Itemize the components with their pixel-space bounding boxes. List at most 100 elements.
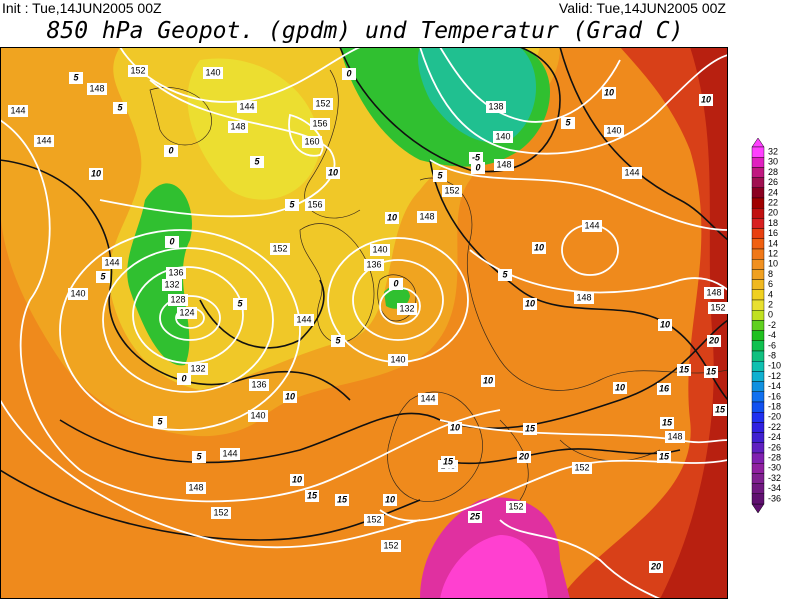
temperature-label: 10 bbox=[385, 494, 395, 504]
temperature-label-box bbox=[441, 456, 455, 468]
geopotential-label-box bbox=[493, 131, 513, 143]
temperature-label: 10 bbox=[660, 319, 670, 329]
colorbar-swatch bbox=[751, 483, 765, 495]
geopotential-label: 148 bbox=[496, 159, 511, 169]
geopotential-label-box bbox=[370, 244, 390, 256]
geopotential-label: 138 bbox=[488, 101, 503, 111]
geopotential-label-box bbox=[188, 363, 208, 375]
temperature-label-box bbox=[165, 236, 179, 248]
colorbar-swatch bbox=[751, 187, 765, 199]
colorbar-swatch bbox=[751, 401, 765, 413]
temperature-label: 10 bbox=[525, 298, 535, 308]
geopotential-label-box bbox=[203, 67, 223, 79]
colorbar-swatch bbox=[751, 228, 765, 240]
temperature-label: 10 bbox=[483, 375, 493, 385]
geopotential-label: 136 bbox=[168, 267, 183, 277]
geopotential-label: 132 bbox=[190, 363, 205, 373]
colorbar-label: 30 bbox=[768, 157, 778, 167]
geopotential-label-box bbox=[128, 65, 148, 77]
temperature-label-box bbox=[233, 298, 247, 310]
geopotential-label-box bbox=[248, 410, 268, 422]
temperature-label: 5 bbox=[73, 72, 79, 82]
geopotential-label: 136 bbox=[366, 259, 381, 269]
temperature-label: 5 bbox=[237, 298, 243, 308]
colorbar-label: 20 bbox=[768, 208, 778, 218]
colorbar-swatch bbox=[751, 422, 765, 433]
geopotential-label: 144 bbox=[624, 167, 639, 177]
geopotential-label: 144 bbox=[420, 393, 435, 403]
geopotential-label: 132 bbox=[164, 279, 179, 289]
colorbar-label: -30 bbox=[768, 463, 781, 473]
geopotential-label: 144 bbox=[222, 448, 237, 458]
temperature-label-box bbox=[517, 451, 531, 463]
temperature-label-box bbox=[699, 94, 713, 106]
temperature-label-box bbox=[481, 375, 495, 387]
geopotential-label: 140 bbox=[205, 67, 220, 77]
colorbar-swatch bbox=[751, 177, 765, 189]
colorbar-label: -32 bbox=[768, 473, 781, 483]
geopotential-label-box bbox=[381, 540, 401, 552]
colorbar-swatch bbox=[751, 310, 765, 321]
colorbar-label: 22 bbox=[768, 197, 778, 207]
temperature-label: 15 bbox=[715, 404, 726, 414]
colorbar-swatch bbox=[751, 361, 765, 372]
temperature-label-box bbox=[331, 335, 345, 347]
geopotential-label: 152 bbox=[574, 462, 589, 472]
colorbar-swatch bbox=[751, 340, 765, 352]
temperature-label-box bbox=[342, 68, 356, 80]
geopotential-label-box bbox=[237, 101, 257, 113]
temperature-field bbox=[418, 47, 537, 143]
temperature-label: 5 bbox=[289, 199, 295, 209]
temperature-label: 10 bbox=[387, 212, 397, 222]
geopotential-label: 140 bbox=[606, 125, 621, 135]
temperature-label: 5 bbox=[117, 102, 123, 112]
temperature-label: 5 bbox=[437, 170, 443, 180]
geopotential-label: 156 bbox=[312, 118, 327, 128]
geopotential-label-box bbox=[418, 393, 438, 405]
colorbar-label: 18 bbox=[768, 218, 778, 228]
colorbar-label: -18 bbox=[768, 401, 781, 411]
geopotential-label-box bbox=[574, 292, 594, 304]
colorbar-label: -36 bbox=[768, 493, 781, 503]
colorbar-swatch bbox=[751, 299, 765, 311]
geopotential-label-box bbox=[364, 259, 384, 271]
geopotential-label: 144 bbox=[104, 257, 119, 267]
temperature-label-box bbox=[283, 391, 297, 403]
map bbox=[0, 47, 728, 599]
colorbar-label: 4 bbox=[768, 289, 773, 299]
geopotential-label: 152 bbox=[315, 98, 330, 108]
temperature-label-box bbox=[385, 212, 399, 224]
temperature-label-box bbox=[285, 199, 299, 211]
geopotential-label-box bbox=[388, 354, 408, 366]
colorbar-label: -34 bbox=[768, 483, 781, 493]
temperature-label-box bbox=[498, 269, 512, 281]
geopotential-label-box bbox=[704, 287, 724, 299]
geopotential-label-box bbox=[486, 101, 506, 113]
geopotential-label-box bbox=[305, 199, 325, 211]
temperature-label: 5 bbox=[565, 117, 571, 127]
temperature-label-box bbox=[649, 561, 663, 573]
geopotential-label-box bbox=[168, 294, 188, 306]
temperature-label-box bbox=[468, 511, 482, 523]
colorbar-swatch bbox=[751, 207, 765, 219]
colorbar-label: 2 bbox=[768, 299, 773, 309]
temperature-label: 16 bbox=[659, 383, 670, 393]
geopotential-label-box bbox=[87, 83, 107, 95]
temperature-label: 10 bbox=[292, 474, 302, 484]
colorbar-swatch bbox=[751, 259, 765, 270]
valid-time: Valid: Tue,14JUN2005 00Z bbox=[559, 0, 727, 16]
geopotential-label-box bbox=[310, 118, 330, 130]
temperature-label: 5 bbox=[196, 451, 202, 461]
temperature-label: -5 bbox=[472, 152, 481, 162]
temperature-label-box bbox=[305, 490, 319, 502]
colorbar-swatch bbox=[751, 371, 765, 382]
geopotential-label-box bbox=[494, 159, 514, 171]
colorbar-label: 0 bbox=[768, 310, 773, 320]
geopotential-label: 128 bbox=[170, 294, 185, 304]
temperature-label-box bbox=[658, 319, 672, 331]
geopotential-label: 148 bbox=[230, 121, 245, 131]
temperature-field bbox=[660, 47, 728, 599]
geopotential-label: 156 bbox=[307, 199, 322, 209]
